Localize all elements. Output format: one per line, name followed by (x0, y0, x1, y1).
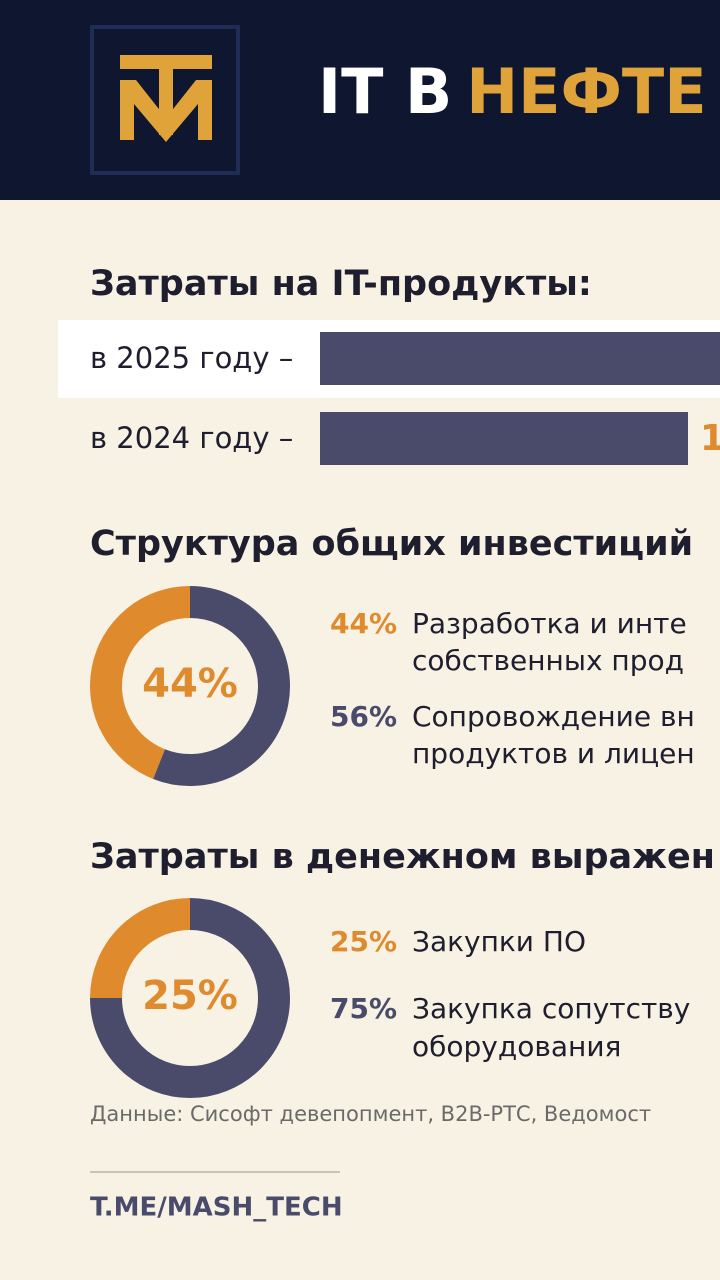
legend-text: Закупки ПО (412, 925, 586, 958)
section-title: Затраты в денежном выражен (90, 837, 715, 877)
header-title: IT В НЕФТЕ (318, 55, 707, 128)
legend-text: Разработка и инте (412, 607, 687, 640)
bar (320, 332, 720, 385)
donut-segment (90, 898, 290, 1098)
row-label: в 2025 году – (90, 341, 293, 375)
bar-value: 1 (700, 418, 720, 459)
donut-center-label: 44% (142, 661, 238, 707)
section-title: Затраты на IT-продукты: (90, 264, 592, 304)
donut-segment (153, 586, 290, 786)
legend-value: 44% (330, 607, 397, 640)
row-label: в 2024 году – (90, 421, 293, 455)
logo-frame (90, 25, 240, 175)
link: T.ME/MASH_TECH (90, 1193, 343, 1223)
title-gold: НЕФТЕ (466, 55, 706, 128)
donut-segment (90, 898, 191, 999)
donut-center-label: 25% (142, 973, 238, 1019)
legend-text: Закупка сопутству (412, 992, 690, 1025)
legend-text: Сопровождение вн (412, 700, 695, 733)
legend-text: продуктов и лицен (412, 737, 695, 770)
source: Данные: Сисофт девепопмент, B2B-РТС, Вед… (90, 1102, 651, 1126)
donut-segment (90, 586, 191, 779)
bar (320, 412, 688, 465)
legend-value: 25% (330, 925, 397, 958)
legend-text: оборудования (412, 1030, 621, 1063)
legend-value: 75% (330, 992, 397, 1025)
logo (120, 55, 212, 142)
legend-text: собственных прод (412, 644, 684, 677)
legend-value: 56% (330, 700, 397, 733)
section-title: Структура общих инвестиций (90, 524, 693, 564)
title-white: IT В (318, 55, 452, 128)
